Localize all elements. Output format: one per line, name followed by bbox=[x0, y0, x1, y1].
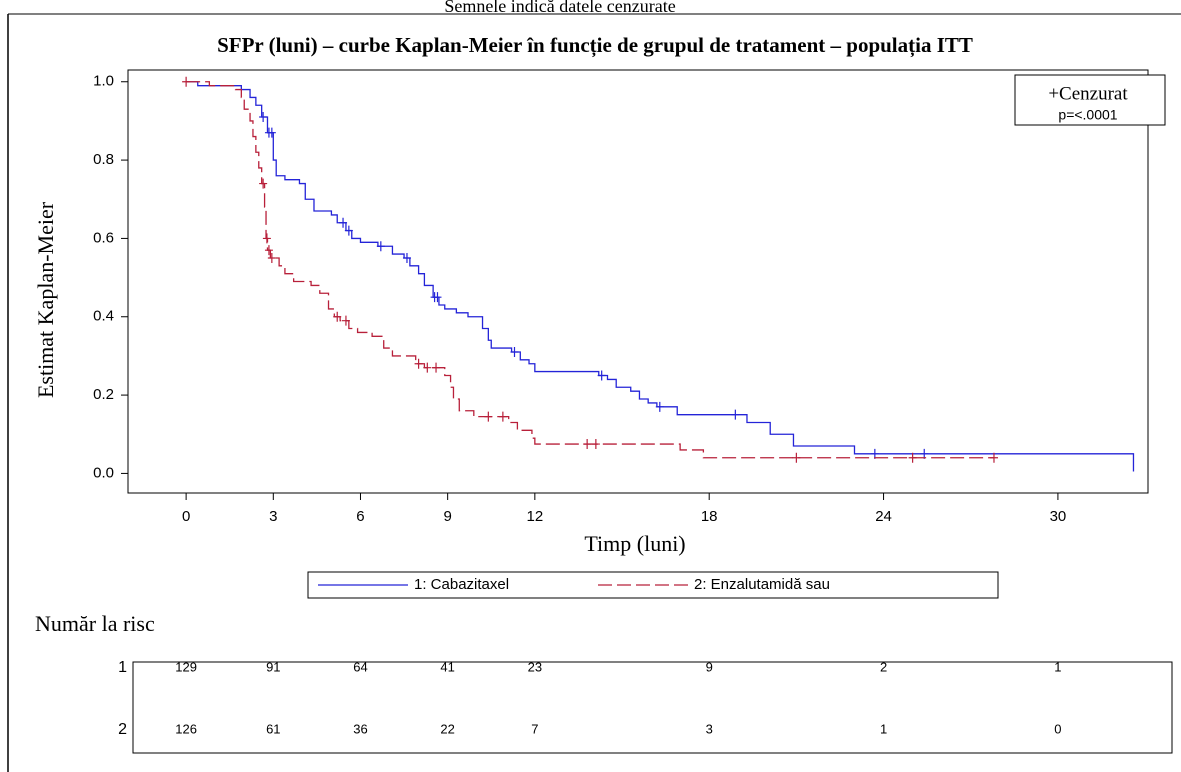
censor-mark bbox=[731, 409, 740, 420]
censor-mark bbox=[339, 217, 348, 228]
censor-mark bbox=[510, 347, 519, 357]
censor-mark bbox=[267, 253, 276, 263]
x-tick-label: 3 bbox=[269, 508, 277, 525]
risk-count: 3 bbox=[706, 721, 713, 736]
x-tick-label: 24 bbox=[875, 508, 892, 525]
risk-count: 41 bbox=[440, 659, 454, 674]
censor-mark bbox=[432, 362, 441, 373]
censor-mark bbox=[498, 411, 507, 422]
censor-mark bbox=[484, 411, 493, 422]
survival-curve bbox=[186, 81, 1135, 472]
survival-curve bbox=[186, 81, 994, 459]
plot-frame bbox=[127, 69, 1149, 494]
risk-count: 64 bbox=[353, 659, 367, 674]
censor-mark bbox=[264, 245, 273, 256]
risk-count: 0 bbox=[1054, 721, 1061, 736]
inset-legend-text: +Cenzurat bbox=[1048, 83, 1128, 104]
chart-title: SFPr (luni) – curbe Kaplan-Meier în func… bbox=[217, 33, 973, 58]
censor-mark bbox=[655, 401, 664, 412]
censor-mark bbox=[597, 370, 606, 381]
x-tick-label: 30 bbox=[1050, 508, 1067, 525]
censor-mark bbox=[341, 315, 350, 326]
risk-count: 61 bbox=[266, 721, 280, 736]
risk-row-label: 2 bbox=[118, 721, 127, 738]
censor-mark bbox=[792, 452, 801, 463]
legend-label: 1: Cabazitaxel bbox=[414, 576, 509, 593]
risk-count: 91 bbox=[266, 659, 280, 674]
risk-count: 7 bbox=[531, 721, 538, 736]
risk-count: 9 bbox=[706, 659, 713, 674]
censor-mark bbox=[262, 233, 271, 244]
x-tick-label: 18 bbox=[701, 508, 718, 525]
y-axis-label: Estimat Kaplan-Meier bbox=[33, 201, 58, 398]
y-tick-label: 0.4 bbox=[93, 308, 114, 325]
censor-mark bbox=[182, 76, 191, 87]
legend-box bbox=[307, 571, 999, 599]
x-tick-label: 12 bbox=[526, 508, 543, 525]
censor-mark bbox=[423, 362, 432, 373]
inset-legend-box bbox=[1014, 74, 1166, 126]
censor-mark bbox=[414, 358, 423, 369]
risk-count: 1 bbox=[1054, 659, 1061, 674]
censor-mark bbox=[908, 452, 917, 463]
x-tick-label: 6 bbox=[356, 508, 364, 525]
censor-mark bbox=[259, 112, 268, 122]
risk-count: 1 bbox=[880, 721, 887, 736]
censor-mark bbox=[591, 439, 600, 450]
x-axis-label: Timp (luni) bbox=[584, 531, 685, 556]
legend-label: 2: Enzalutamidă sau bbox=[694, 576, 830, 593]
x-tick-label: 0 bbox=[182, 508, 190, 525]
y-tick-label: 1.0 bbox=[93, 73, 114, 90]
risk-count: 129 bbox=[175, 659, 197, 674]
censor-mark bbox=[267, 127, 276, 138]
censor-mark bbox=[259, 178, 268, 189]
censor-mark bbox=[333, 311, 342, 322]
censor-mark bbox=[402, 253, 411, 263]
risk-table-title: Număr la risc bbox=[35, 611, 155, 636]
inset-legend-text: p=<.0001 bbox=[1058, 107, 1117, 123]
risk-count: 36 bbox=[353, 721, 367, 736]
risk-count: 126 bbox=[175, 721, 197, 736]
censor-mark bbox=[583, 439, 592, 450]
censor-mark bbox=[433, 292, 442, 303]
risk-count: 22 bbox=[440, 721, 454, 736]
censor-mark bbox=[344, 225, 353, 236]
censor-mark bbox=[376, 241, 385, 252]
risk-row-label: 1 bbox=[118, 659, 127, 676]
risk-table-box bbox=[132, 661, 1173, 754]
y-tick-label: 0.0 bbox=[93, 464, 114, 481]
censor-mark bbox=[989, 452, 998, 463]
risk-count: 23 bbox=[528, 659, 542, 674]
y-tick-label: 0.2 bbox=[93, 386, 114, 403]
y-tick-label: 0.6 bbox=[93, 229, 114, 246]
y-tick-label: 0.8 bbox=[93, 151, 114, 168]
note-top: Semnele indică datele cenzurate bbox=[444, 0, 675, 16]
x-tick-label: 9 bbox=[443, 508, 451, 525]
risk-count: 2 bbox=[880, 659, 887, 674]
